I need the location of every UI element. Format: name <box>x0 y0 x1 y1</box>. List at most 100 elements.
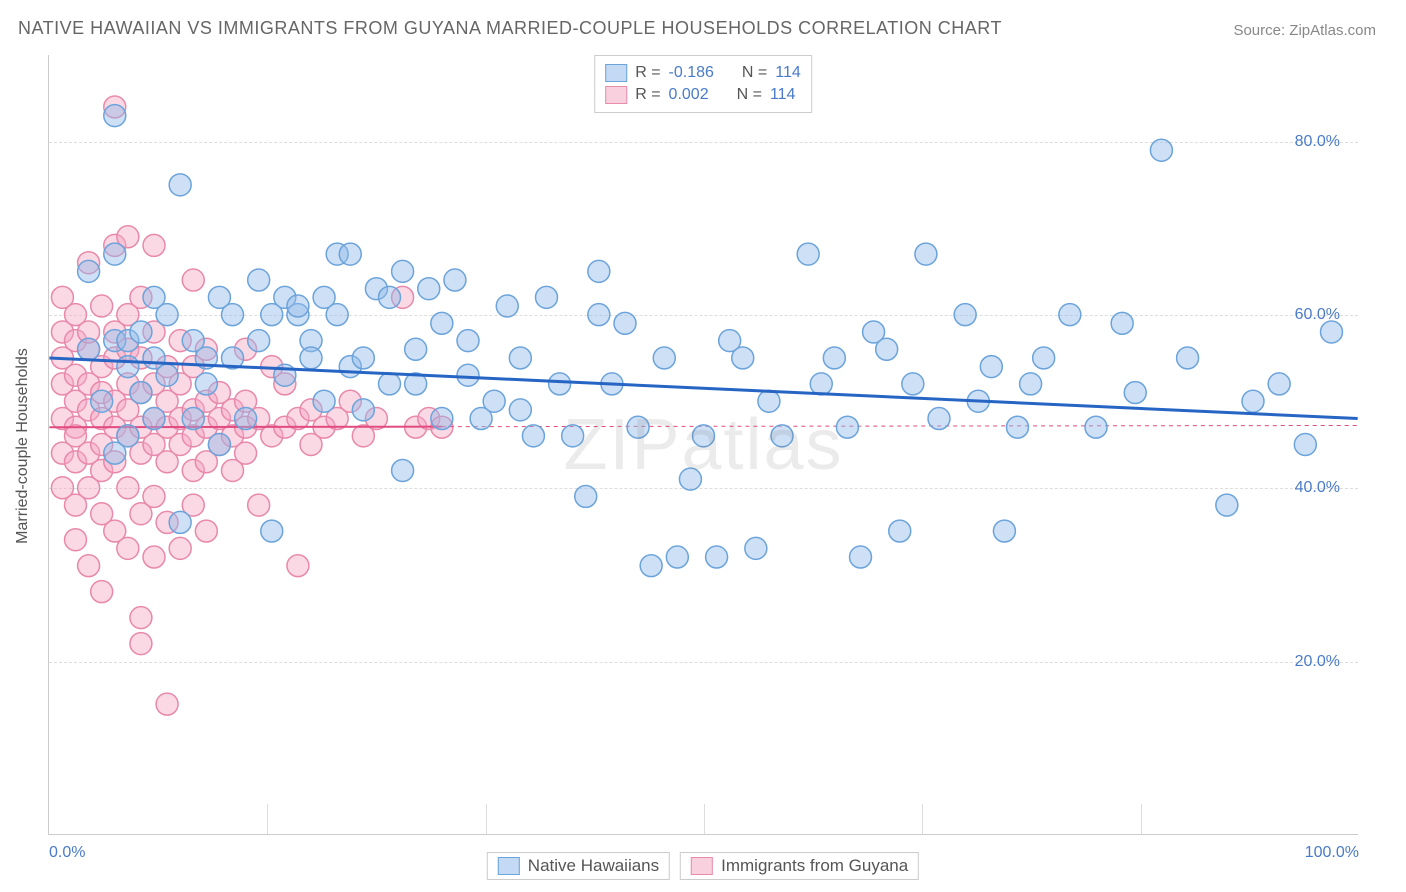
blue-point <box>457 330 479 352</box>
r-label: R = <box>635 86 660 104</box>
blue-point <box>902 373 924 395</box>
blue-point <box>640 555 662 577</box>
blue-point <box>653 347 675 369</box>
blue-point <box>627 416 649 438</box>
blue-point <box>679 468 701 490</box>
blue-point <box>588 260 610 282</box>
r-label: R = <box>635 64 660 82</box>
blue-point <box>693 425 715 447</box>
blue-point <box>104 105 126 127</box>
blue-point <box>156 304 178 326</box>
pink-point <box>248 494 270 516</box>
blue-point <box>143 408 165 430</box>
blue-point <box>208 434 230 456</box>
blue-point <box>876 338 898 360</box>
blue-point <box>78 260 100 282</box>
blue-point <box>169 511 191 533</box>
blue-point <box>1111 312 1133 334</box>
x-tick-label: 100.0% <box>1305 844 1359 862</box>
blue-point <box>575 485 597 507</box>
blue-point <box>745 537 767 559</box>
r-value: -0.186 <box>669 64 714 82</box>
blue-point <box>758 390 780 412</box>
blue-point <box>431 408 453 430</box>
blue-point <box>836 416 858 438</box>
legend-swatch <box>605 64 627 82</box>
pink-point <box>143 234 165 256</box>
blue-point <box>352 347 374 369</box>
pink-point <box>195 520 217 542</box>
blue-point <box>732 347 754 369</box>
blue-point <box>392 260 414 282</box>
legend-label: Immigrants from Guyana <box>721 856 908 876</box>
blue-point <box>431 312 453 334</box>
pink-point <box>91 581 113 603</box>
n-value: 114 <box>770 86 796 104</box>
blue-point <box>483 390 505 412</box>
blue-point <box>78 338 100 360</box>
pink-point <box>143 485 165 507</box>
y-axis-label: Married-couple Households <box>14 348 32 544</box>
blue-point <box>509 399 531 421</box>
blue-point <box>457 364 479 386</box>
blue-point <box>666 546 688 568</box>
blue-point <box>195 373 217 395</box>
blue-point <box>182 408 204 430</box>
blue-point <box>889 520 911 542</box>
blue-point <box>130 382 152 404</box>
blue-point <box>379 286 401 308</box>
blue-point <box>169 174 191 196</box>
blue-point <box>1059 304 1081 326</box>
blue-point <box>222 304 244 326</box>
plot-area: ZIPatlas 20.0%40.0%60.0%80.0%0.0%100.0% <box>48 55 1358 835</box>
pink-point <box>235 442 257 464</box>
chart-svg <box>49 55 1358 834</box>
blue-point <box>928 408 950 430</box>
blue-point <box>300 347 322 369</box>
blue-point <box>418 278 440 300</box>
blue-point <box>326 304 348 326</box>
blue-point <box>549 373 571 395</box>
blue-point <box>444 269 466 291</box>
legend-swatch <box>498 857 520 875</box>
blue-point <box>287 295 309 317</box>
n-label: N = <box>737 86 762 104</box>
blue-point <box>352 399 374 421</box>
blue-point <box>104 243 126 265</box>
blue-point <box>797 243 819 265</box>
legend-swatch <box>691 857 713 875</box>
blue-point <box>980 356 1002 378</box>
blue-point <box>850 546 872 568</box>
blue-point <box>1033 347 1055 369</box>
pink-point <box>117 537 139 559</box>
blue-point <box>823 347 845 369</box>
blue-point <box>562 425 584 447</box>
legend-item: Native Hawaiians <box>487 852 670 880</box>
blue-point <box>1242 390 1264 412</box>
legend-label: Native Hawaiians <box>528 856 659 876</box>
blue-point <box>536 286 558 308</box>
pink-point <box>91 295 113 317</box>
blue-point <box>509 347 531 369</box>
n-label: N = <box>742 64 767 82</box>
blue-point <box>496 295 518 317</box>
pink-point <box>130 607 152 629</box>
pink-point <box>287 555 309 577</box>
blue-point <box>405 338 427 360</box>
blue-point <box>1216 494 1238 516</box>
pink-point <box>156 693 178 715</box>
blue-point <box>1321 321 1343 343</box>
blue-point <box>248 330 270 352</box>
blue-point <box>915 243 937 265</box>
blue-point <box>1268 373 1290 395</box>
legend-row: R =-0.186N =114 <box>605 62 801 84</box>
series-legend: Native Hawaiians Immigrants from Guyana <box>487 852 919 880</box>
blue-point <box>588 304 610 326</box>
blue-point <box>91 390 113 412</box>
blue-point <box>993 520 1015 542</box>
x-tick-label: 0.0% <box>49 844 85 862</box>
blue-point <box>706 546 728 568</box>
blue-point <box>810 373 832 395</box>
blue-point <box>339 243 361 265</box>
correlation-legend: R =-0.186N =114R =0.002N =114 <box>594 55 812 113</box>
